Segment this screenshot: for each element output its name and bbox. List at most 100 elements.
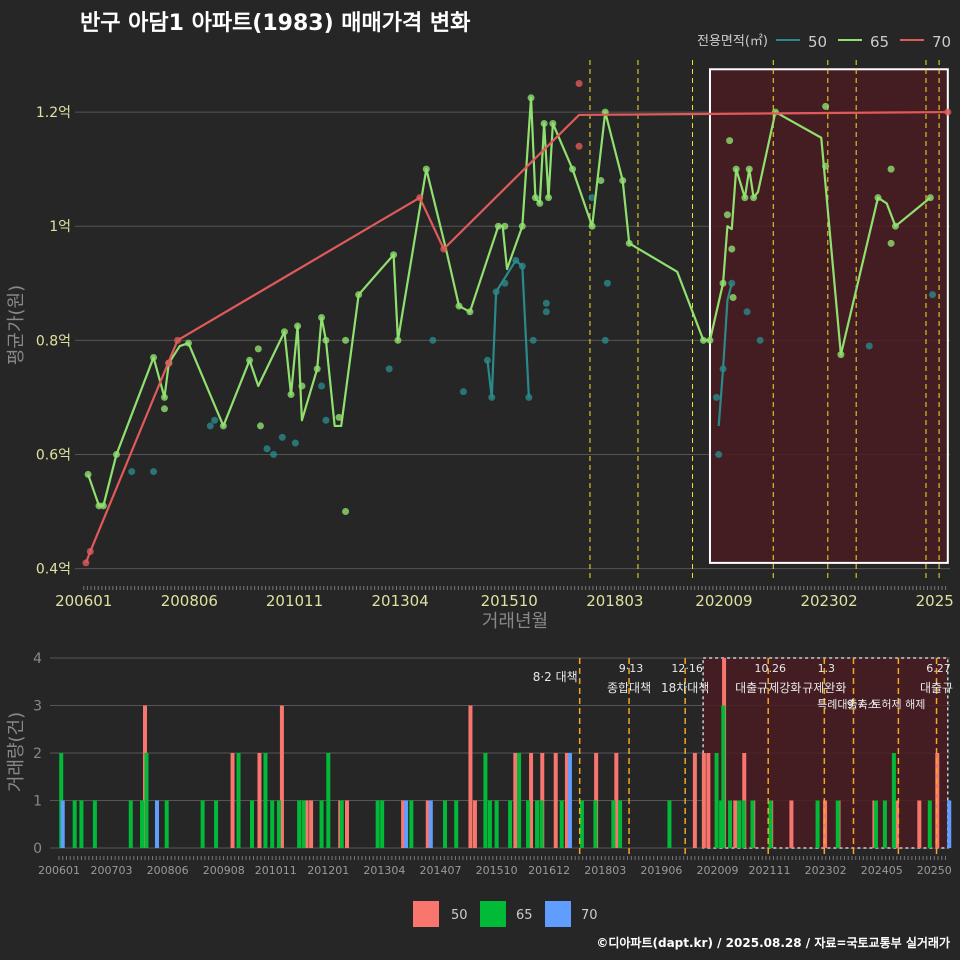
- data-point-65: [160, 405, 168, 413]
- volume-bar-65: [200, 800, 205, 848]
- data-point-50: [756, 336, 764, 344]
- data-point-65: [112, 450, 120, 458]
- data-point-50: [128, 468, 136, 476]
- volume-bar-65: [380, 800, 385, 848]
- legend-label-65: 65: [870, 33, 889, 51]
- volume-bar-50: [733, 800, 738, 848]
- volume-bar-70: [404, 800, 409, 848]
- data-point-65: [719, 279, 727, 287]
- volume-bar-65: [319, 800, 324, 848]
- volume-bar-65: [128, 800, 133, 848]
- data-point-65: [518, 222, 526, 230]
- data-point-65: [422, 165, 430, 173]
- volume-bar-50: [304, 800, 309, 848]
- data-point-50: [459, 388, 467, 396]
- volume-bar-65: [483, 753, 488, 848]
- data-point-65: [699, 336, 707, 344]
- data-point-65: [455, 302, 463, 310]
- volume-bar-70: [60, 800, 65, 848]
- price-chart-panel: 0.4억 0.6억 0.8억 1억 1.2억 200601 200806 201011 2013…: [36, 60, 954, 610]
- y-tick-label: 0.4억: [36, 562, 71, 578]
- volume-bar-65: [618, 800, 623, 848]
- data-point-65: [741, 194, 749, 202]
- data-point-50: [719, 365, 727, 373]
- data-point-70: [440, 245, 448, 253]
- volume-bar-50: [701, 753, 706, 848]
- data-point-65: [926, 194, 934, 202]
- volume-bar-50: [706, 753, 711, 848]
- data-point-50: [501, 279, 509, 287]
- data-point-70: [416, 194, 424, 202]
- data-point-65: [726, 137, 734, 145]
- x-axis-title: 거래년월: [482, 611, 548, 632]
- data-point-50: [263, 445, 271, 453]
- volume-bar-65: [873, 800, 878, 848]
- volume-x-tick-label: 201201: [307, 864, 349, 877]
- volume-bar-65: [79, 800, 84, 848]
- data-point-65: [597, 177, 605, 185]
- volume-bar-65: [737, 800, 742, 848]
- volume-x-tick-label: 201407: [420, 864, 462, 877]
- data-point-50: [512, 256, 520, 264]
- volume-bar-50: [789, 800, 794, 848]
- volume-bar-65: [249, 800, 254, 848]
- data-point-65: [219, 422, 227, 430]
- volume-bar-65: [719, 800, 724, 848]
- volume-x-tick-label: 202009: [696, 864, 738, 877]
- volume-bar-65: [487, 800, 492, 848]
- volume-bar-65: [728, 800, 733, 848]
- volume-y-tick-label: 1: [33, 794, 42, 810]
- volume-bar-65: [508, 800, 513, 848]
- series-line-50: [717, 282, 733, 427]
- volume-bar-50: [468, 705, 473, 848]
- volume-x-tick-label: 201906: [640, 864, 682, 877]
- bar-legend-swatch-70: [545, 901, 571, 927]
- volume-bar-50: [894, 800, 899, 848]
- legend-title: 전용면적(㎡): [697, 34, 768, 49]
- volume-bar-65: [891, 753, 896, 848]
- source-credit: ©디아파트(dapt.kr) / 2025.08.28 / 자료=국토교통부 실…: [596, 935, 950, 950]
- volume-bar-50: [614, 753, 619, 848]
- volume-bar-65: [92, 800, 97, 848]
- volume-y-tick-label: 0: [33, 841, 42, 857]
- data-point-50: [318, 382, 326, 390]
- data-point-65: [342, 508, 350, 516]
- volume-bar-65: [579, 800, 584, 848]
- data-point-65: [874, 194, 882, 202]
- volume-bar-65: [882, 800, 887, 848]
- x-tick-label: 201803: [586, 592, 643, 610]
- bar-legend-label-70: 70: [581, 908, 598, 923]
- data-point-65: [891, 222, 899, 230]
- volume-bar-65: [214, 800, 219, 848]
- data-point-65: [729, 294, 737, 302]
- bar-legend-label-50: 50: [451, 908, 468, 923]
- volume-x-tick-label: 201304: [363, 864, 405, 877]
- highlight-box: [708, 68, 949, 564]
- volume-x-tick-label: 200703: [90, 864, 132, 877]
- data-point-65: [318, 314, 326, 321]
- volume-bar-50: [309, 800, 314, 848]
- volume-x-tick-label: 202405: [861, 864, 903, 877]
- data-point-65: [531, 194, 539, 202]
- volume-bar-65: [593, 800, 598, 848]
- volume-x-tick-label: 202302: [805, 864, 847, 877]
- data-point-65: [588, 222, 596, 230]
- volume-bar-65: [263, 753, 268, 848]
- volume-bar-65: [927, 800, 932, 848]
- data-point-65: [619, 177, 627, 185]
- volume-bar-65: [741, 800, 746, 848]
- data-point-50: [929, 291, 937, 299]
- volume-bar-50: [257, 753, 262, 848]
- event-label: 8·2 대책: [533, 669, 578, 684]
- event-label: 종합대책: [607, 680, 651, 695]
- volume-bar-65: [326, 753, 331, 848]
- series-line-50: [486, 259, 530, 399]
- volume-bar-65: [535, 800, 540, 848]
- data-point-65: [540, 119, 548, 127]
- volume-bar-70: [567, 753, 572, 848]
- volume-x-tick-label: 201011: [255, 864, 297, 877]
- y-tick-label: 0.6억: [36, 447, 71, 463]
- volume-x-tick-label: 202111: [749, 864, 791, 877]
- data-point-65: [837, 351, 845, 359]
